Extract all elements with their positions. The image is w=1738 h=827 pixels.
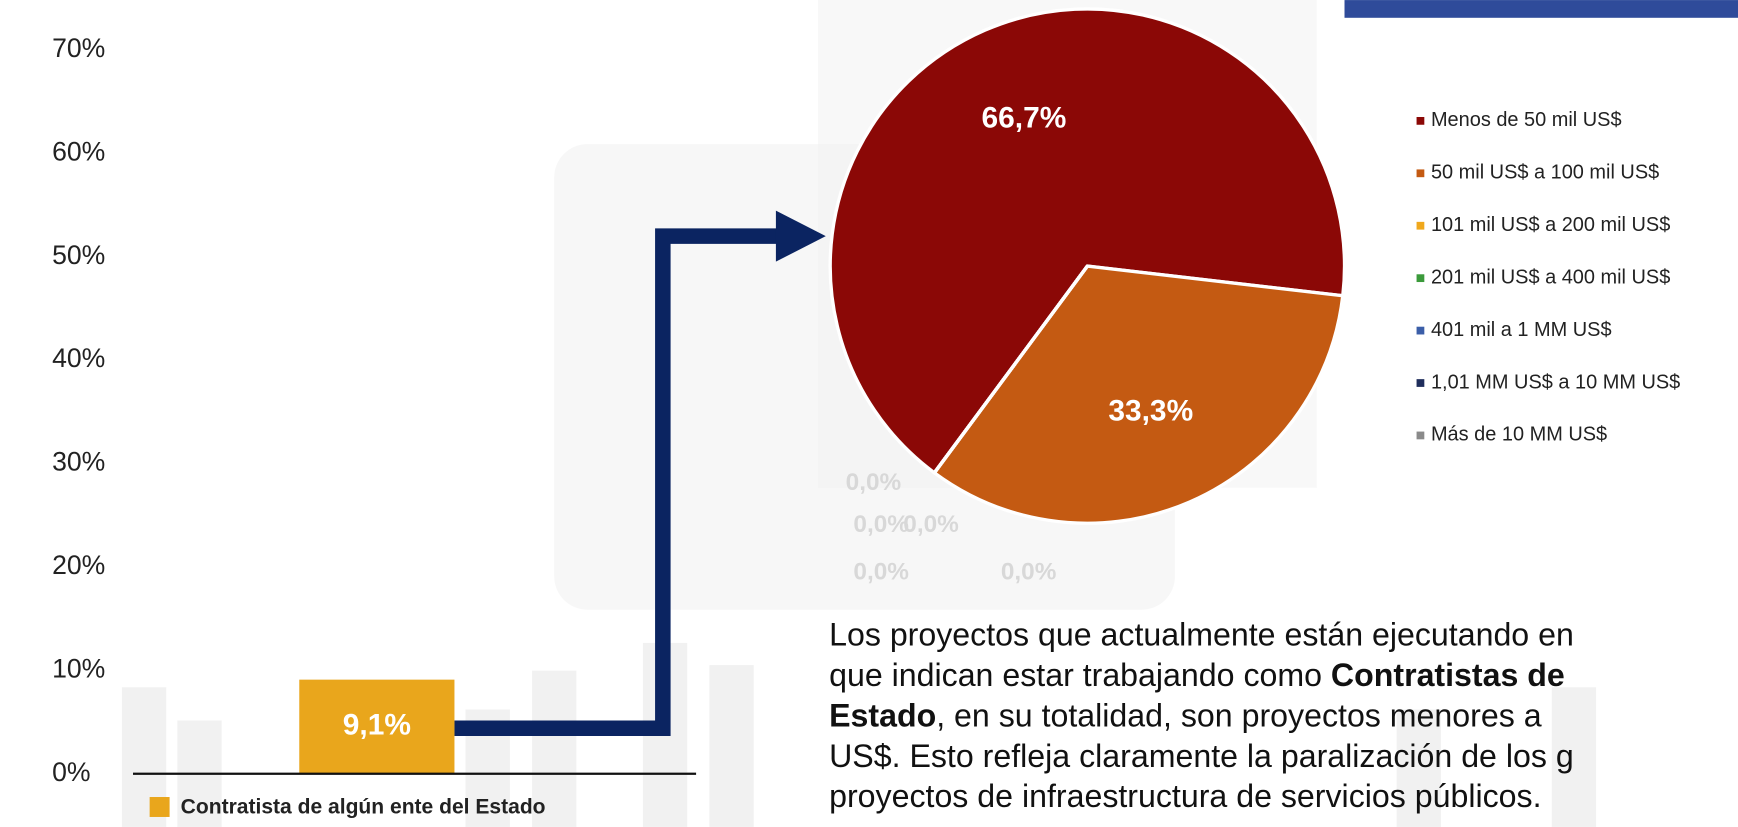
bar [299,679,455,774]
legend-swatch [1416,116,1425,125]
pie-label: 0,0% [846,469,902,496]
pie-label: 33,3% [1108,394,1193,427]
y-tick-label: 40% [52,343,105,373]
header-box [1344,0,1738,18]
paragraph-text: US$. Esto refleja claramente la paraliza… [829,738,1574,774]
legend-swatch [1416,326,1425,335]
legend-label: 50 mil US$ a 100 mil US$ [1431,162,1659,184]
arrow-head [775,210,826,262]
legend-label: 401 mil a 1 MM US$ [1431,319,1612,341]
paragraph-text: Estado [829,698,936,734]
paragraph: Los proyectos que actualmente están ejec… [829,617,1574,815]
y-tick-label: 20% [52,550,105,580]
bar-label: 9,1% [343,709,411,742]
y-tick-label: 10% [52,653,105,683]
paragraph-text: proyectos de infraestructura de servicio… [829,779,1541,815]
pie-label: 0,0% [853,511,909,538]
y-tick-label: 30% [52,447,105,477]
pie-label: 0,0% [853,559,909,586]
y-tick-label: 60% [52,136,105,166]
legend-label: Contratista de algún ente del Estado [181,796,546,819]
legend-swatch [1416,431,1425,440]
paragraph-text: , en su totalidad, son proyectos menores… [936,698,1542,734]
legend-label: Más de 10 MM US$ [1431,424,1607,446]
pie-slice [828,7,1347,476]
pie-label: 0,0% [903,511,959,538]
legend-swatch [1416,379,1425,387]
pie-label: 0,0% [1001,559,1057,586]
y-tick-label: 70% [52,33,105,63]
paragraph-text: Los proyectos que actualmente están ejec… [829,617,1574,653]
legend-swatch [1416,169,1425,178]
y-tick-label: 50% [52,240,105,270]
legend-label: 1,01 MM US$ a 10 MM US$ [1431,371,1680,393]
legend-label: 101 mil US$ a 200 mil US$ [1431,214,1670,236]
y-tick-label: 0% [52,757,90,787]
legend-label: Menos de 50 mil US$ [1431,109,1622,131]
legend-swatch [1416,274,1425,283]
legend-label: 201 mil US$ a 400 mil US$ [1431,266,1670,288]
paragraph-text: Contratistas de [1331,657,1565,693]
arrow [454,228,782,737]
paragraph-text: que indican estar trabajando como [829,657,1331,693]
pie-label: 66,7% [982,102,1067,135]
legend-swatch [1416,221,1425,230]
legend-swatch [149,797,170,817]
pie-slice [932,264,1345,525]
